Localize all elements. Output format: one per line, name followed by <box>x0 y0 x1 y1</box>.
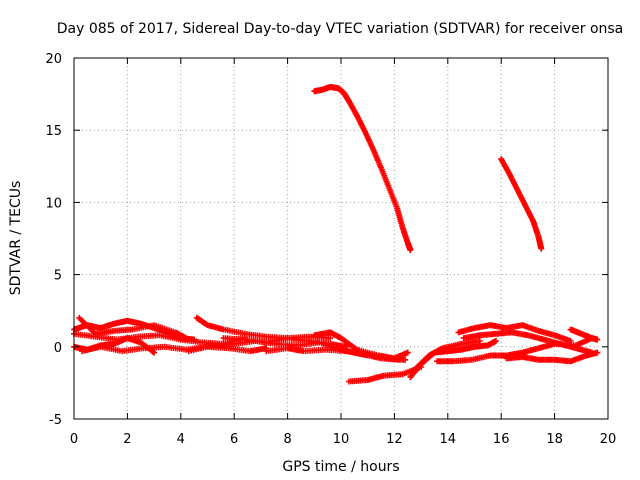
y-tick-label: 10 <box>45 196 62 211</box>
data-layer <box>71 83 601 385</box>
x-tick-label: 10 <box>333 432 350 447</box>
y-tick-label: 0 <box>54 341 62 356</box>
data-point <box>567 338 574 344</box>
data-point <box>492 338 499 344</box>
x-tick-label: 16 <box>493 432 510 447</box>
x-tick-label: 6 <box>230 432 238 447</box>
series-track-j <box>311 329 411 362</box>
x-tick-label: 12 <box>386 432 403 447</box>
x-tick-label: 18 <box>546 432 563 447</box>
series-track-m <box>412 338 483 372</box>
x-axis-ticks: 0 2 4 6 8 10 12 14 16 18 20 <box>70 58 616 447</box>
y-axis-ticks: -5 0 5 10 15 20 <box>45 52 608 428</box>
data-point <box>404 349 411 356</box>
data-point <box>476 338 483 344</box>
data-point <box>594 336 601 343</box>
data-point <box>402 356 409 363</box>
series-track-o <box>455 322 574 344</box>
x-axis-label: GPS time / hours <box>282 459 399 475</box>
series-track-q <box>503 349 601 365</box>
data-point <box>327 335 334 342</box>
data-point <box>407 247 414 254</box>
x-tick-label: 2 <box>123 432 131 447</box>
x-tick-label: 4 <box>177 432 185 447</box>
chart-title: Day 085 of 2017, Sidereal Day-to-day VTE… <box>57 21 624 37</box>
data-point <box>538 245 545 252</box>
series-track-p <box>460 329 595 356</box>
x-tick-label: 14 <box>440 432 457 447</box>
series-track-t <box>498 156 545 252</box>
x-tick-label: 20 <box>600 432 617 447</box>
grid <box>74 58 608 419</box>
y-axis-label: SDTVAR / TECUs <box>8 181 24 296</box>
y-tick-label: -5 <box>49 413 62 428</box>
y-tick-label: 20 <box>45 52 62 67</box>
series-track-s <box>311 83 414 254</box>
y-tick-label: 5 <box>54 269 62 284</box>
data-point <box>151 349 158 356</box>
series-track-g <box>193 314 334 342</box>
data-point <box>594 349 601 356</box>
series-track-r <box>567 326 601 343</box>
x-tick-label: 8 <box>283 432 291 447</box>
series-track-n <box>434 335 595 365</box>
y-tick-label: 15 <box>45 124 62 139</box>
x-tick-label: 0 <box>70 432 78 447</box>
